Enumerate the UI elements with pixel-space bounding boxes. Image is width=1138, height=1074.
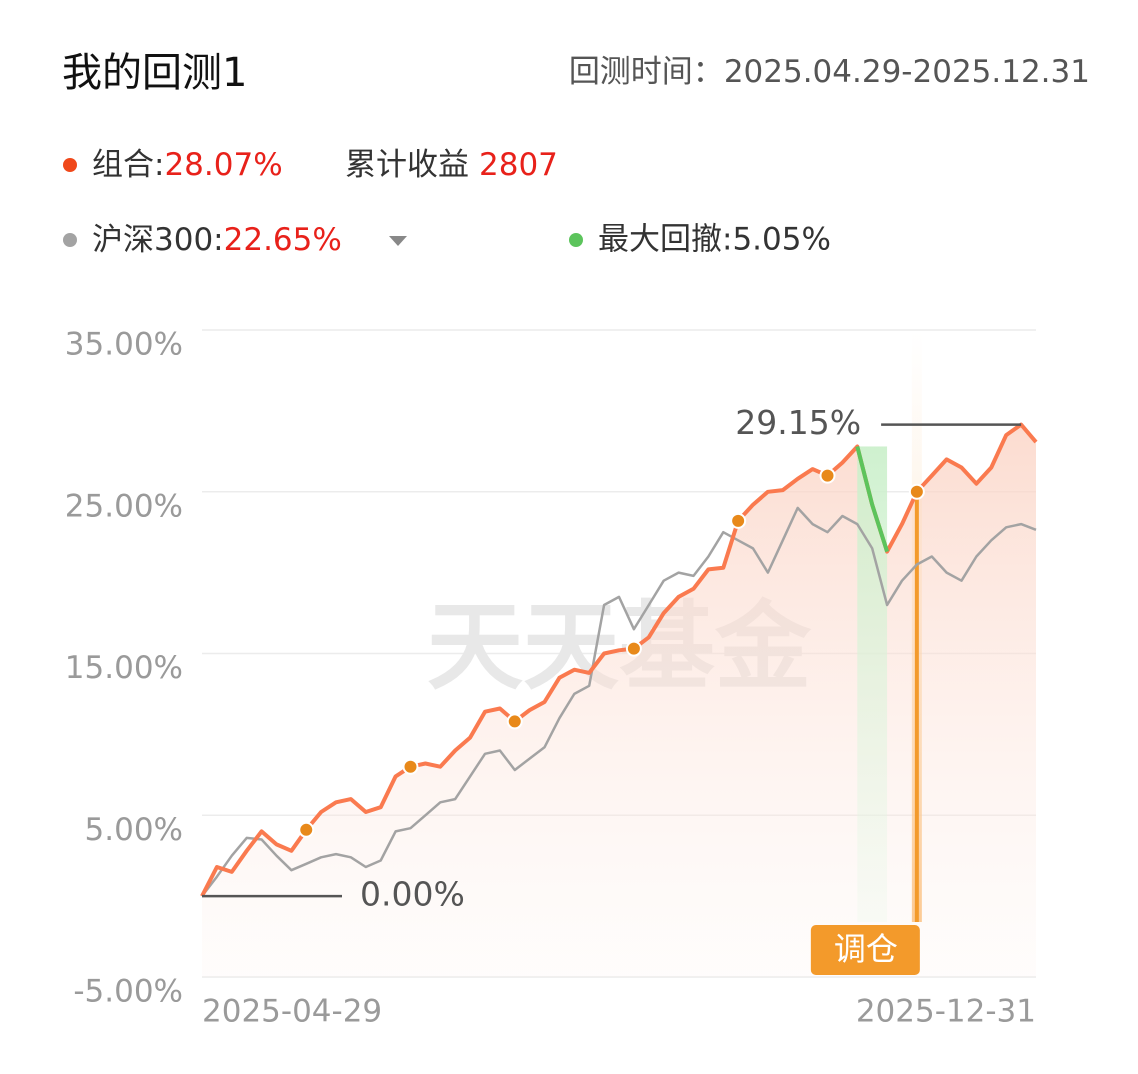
period-value: 2025.04.29-2025.12.31 xyxy=(724,54,1090,90)
period: 回测时间：2025.04.29-2025.12.31 xyxy=(569,54,1090,90)
legend-name: 组合: xyxy=(92,147,164,183)
legend-entry: 最大回撤:5.05% xyxy=(598,222,831,258)
rebalance-tag-text: 调仓 xyxy=(834,930,898,968)
profit-label: 累计收益 xyxy=(345,147,469,183)
rebalance-dot xyxy=(730,512,747,529)
legend-value: 28.07% xyxy=(164,147,282,183)
legend-value: 22.65% xyxy=(224,222,342,258)
area xyxy=(202,424,1036,978)
series-line xyxy=(201,506,1037,897)
rebalance-dot xyxy=(819,467,836,484)
series-line xyxy=(200,422,1038,898)
y-tick-label: 5.00% xyxy=(85,812,183,848)
legend-entry: 沪深300:22.65% xyxy=(92,222,342,258)
x-tick-label: 2025-04-29 xyxy=(202,994,382,1030)
legend-dot xyxy=(63,233,77,247)
plot: 35.00% 25.00% 15.00% 5.00% -5.00% 2025-04-29 2… xyxy=(65,327,1038,1030)
legend: 组合:28.07% 累计收益 2807 沪深300:22.65% 最大回撤:5.05% xyxy=(63,147,831,258)
series-line xyxy=(855,446,890,553)
y-tick-label: -5.00% xyxy=(73,974,183,1010)
dropdown-arrow[interactable] xyxy=(389,236,407,246)
legend-dot xyxy=(63,158,77,172)
y-tick-label: 35.00% xyxy=(65,327,183,363)
legend-name: 沪深300: xyxy=(92,222,224,258)
drawdown-band xyxy=(857,446,888,922)
value-label: 29.15% xyxy=(735,403,861,442)
profit: 累计收益 2807 xyxy=(345,147,558,183)
legend-dot xyxy=(569,233,583,247)
x-tick-label: 2025-12-31 xyxy=(856,994,1036,1030)
profit-value: 2807 xyxy=(479,147,558,183)
rebalance-dot xyxy=(625,640,642,657)
page-title: 我的回测1 xyxy=(62,50,247,96)
rebalance-dot xyxy=(298,821,315,838)
rebalance-dot xyxy=(908,483,925,500)
rebalance-dot xyxy=(402,758,419,775)
period-label: 回测时间： xyxy=(569,54,724,90)
rebalance-dot xyxy=(506,713,523,730)
value-label: 0.00% xyxy=(360,875,465,914)
legend-entry: 组合:28.07% xyxy=(92,147,283,183)
y-tick-label: 15.00% xyxy=(65,650,183,686)
y-tick-label: 25.00% xyxy=(65,488,183,524)
rebalance-tag xyxy=(810,925,920,975)
